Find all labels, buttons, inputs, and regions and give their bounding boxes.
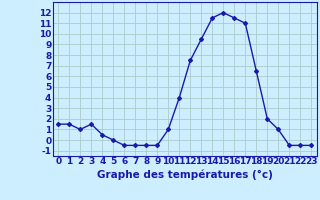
X-axis label: Graphe des températures (°c): Graphe des températures (°c)	[97, 169, 273, 180]
